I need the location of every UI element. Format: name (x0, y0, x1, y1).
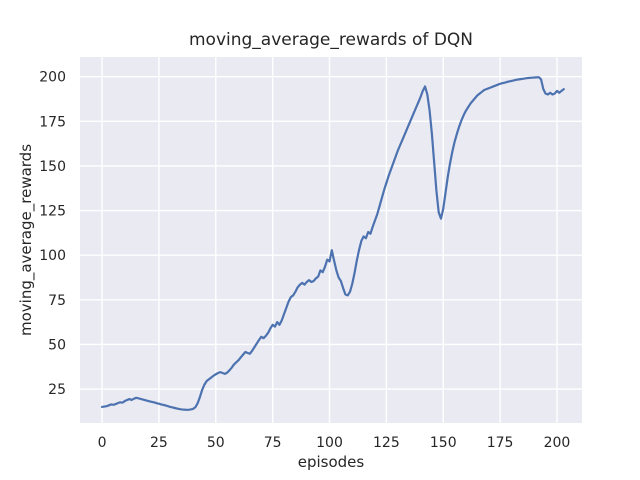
y-tick-label: 50 (48, 337, 66, 353)
y-tick-label: 100 (39, 248, 66, 264)
y-tick-label: 175 (39, 114, 66, 130)
tick-labels: 0 25 50 75 100 125 150 175 200 25 50 75 100 125 150 175… (39, 70, 570, 451)
dqn-reward-line (100, 76, 565, 411)
x-tick-label: 150 (430, 435, 457, 451)
x-tick-label: 200 (544, 435, 571, 451)
x-tick-label: 175 (487, 435, 514, 451)
x-tick-label: 50 (207, 435, 225, 451)
y-tick-label: 150 (39, 159, 66, 175)
x-tick-label: 75 (264, 435, 282, 451)
x-tick-label: 100 (316, 435, 343, 451)
y-tick-label: 200 (39, 70, 66, 86)
y-tick-label: 75 (48, 293, 66, 309)
y-tick-label: 25 (48, 382, 66, 398)
y-axis-label: moving_average_rewards (17, 144, 36, 336)
chart-title: moving_average_rewards of DQN (189, 30, 473, 50)
x-tick-label: 125 (373, 435, 400, 451)
x-axis-label: episodes (298, 453, 365, 471)
y-tick-label: 125 (39, 204, 66, 220)
x-tick-label: 0 (98, 435, 107, 451)
plot-area (80, 57, 582, 423)
x-tick-label: 25 (150, 435, 168, 451)
